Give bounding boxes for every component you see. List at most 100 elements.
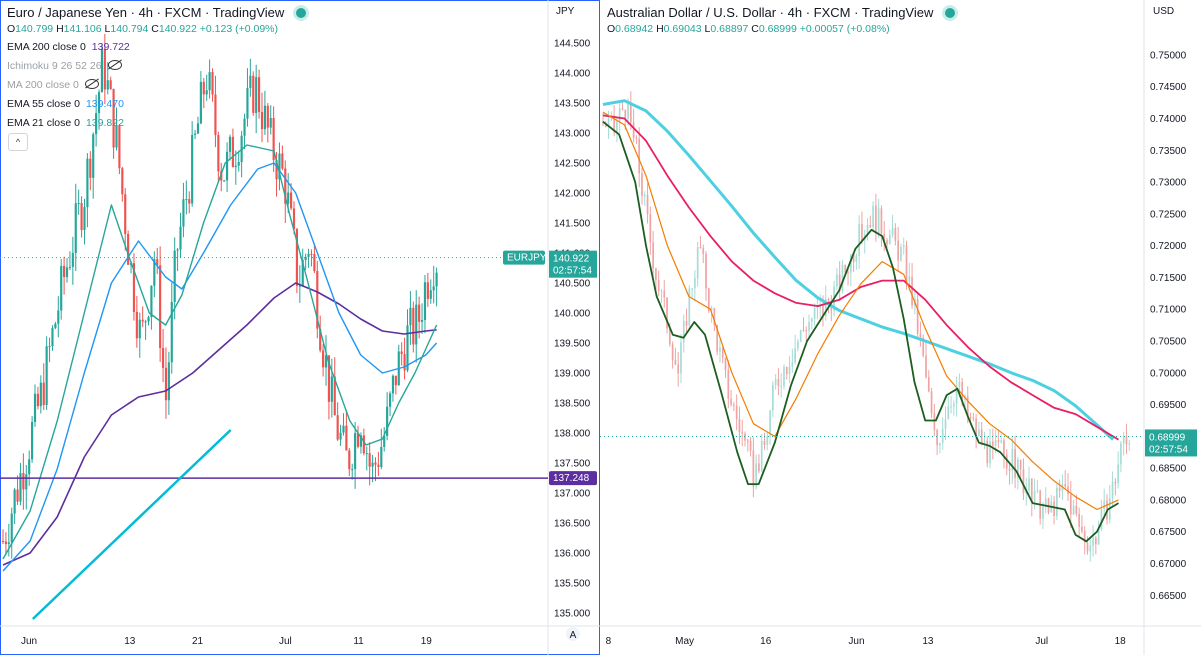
audusd-chart[interactable]: 0.665000.670000.675000.680000.685000.690…	[600, 0, 1201, 655]
candle	[838, 274, 841, 291]
indicator-ma200[interactable]: MA 200 close 0	[7, 79, 99, 91]
price-tick-label: 0.68500	[1150, 464, 1187, 475]
candle	[741, 432, 744, 434]
ema200-line	[2, 282, 437, 566]
candle	[22, 473, 25, 490]
candle	[1003, 440, 1005, 455]
candle	[635, 137, 638, 139]
hidden-eye-icon[interactable]	[107, 60, 122, 70]
eurjpy-chart-pane[interactable]: 135.000 135.500 136.000 136.500 137.000 137.5…	[0, 0, 600, 655]
timeframe[interactable]: 4h	[787, 5, 803, 20]
candle	[822, 304, 824, 316]
candle	[406, 325, 409, 371]
candle	[688, 288, 691, 326]
candle	[418, 304, 421, 322]
candle	[127, 233, 130, 265]
candle	[797, 341, 799, 349]
candle	[354, 433, 357, 470]
candle	[150, 285, 153, 318]
timeframe[interactable]: 4h	[138, 5, 154, 20]
indicator-ema200[interactable]: EMA 200 close 0 139.722	[7, 41, 130, 53]
ema21-line	[2, 144, 438, 560]
candle	[939, 442, 941, 446]
candle	[272, 117, 275, 161]
candle	[80, 203, 83, 231]
candle	[1044, 498, 1047, 507]
candle	[997, 440, 1000, 443]
candle	[847, 272, 849, 274]
indicator-ichimoku[interactable]: Ichimoku 9 26 52 26	[7, 60, 122, 72]
candle	[365, 453, 368, 455]
candle	[607, 118, 610, 127]
candle	[164, 367, 168, 401]
candle	[710, 308, 713, 311]
candle	[374, 462, 377, 465]
candle	[237, 162, 240, 166]
candle	[668, 328, 671, 345]
candle	[655, 268, 657, 281]
symbol-title[interactable]: Australian Dollar / U.S. Dollar	[607, 5, 777, 20]
candle	[727, 370, 730, 399]
candle	[391, 375, 395, 394]
source: FXCM	[164, 5, 202, 20]
eurjpy-chart[interactable]: 135.000 135.500 136.000 136.500 137.000 137.5…	[0, 0, 600, 655]
candle	[269, 117, 272, 128]
market-open-icon	[945, 8, 955, 18]
time-tick-label: Jul	[1035, 636, 1048, 647]
candle	[284, 168, 287, 204]
candle	[167, 362, 170, 401]
currency-label: JPY	[556, 6, 575, 17]
candle	[1089, 545, 1092, 552]
candle	[749, 440, 752, 451]
candle	[368, 453, 371, 467]
candle	[785, 366, 788, 375]
candle	[243, 118, 246, 136]
candle	[429, 290, 432, 299]
candle	[60, 265, 63, 311]
candle	[624, 109, 627, 119]
candle	[301, 259, 304, 286]
candle	[758, 463, 760, 472]
candle	[994, 440, 997, 446]
eurjpy-header: Euro / Japanese Yen · 4h · FXCM · Tradin…	[7, 5, 306, 20]
brand: TradingView	[212, 5, 285, 20]
time-tick-label: Jun	[21, 636, 37, 647]
candle	[1117, 464, 1119, 484]
candle	[92, 134, 95, 178]
audusd-chart-pane[interactable]: 0.665000.670000.675000.680000.685000.690…	[600, 0, 1201, 655]
candle	[412, 307, 415, 345]
candle	[766, 436, 769, 446]
candle	[869, 225, 872, 228]
candle	[841, 264, 844, 291]
candle	[813, 308, 816, 319]
hidden-eye-icon[interactable]	[84, 79, 99, 89]
candle	[19, 473, 22, 502]
indicator-ema21[interactable]: EMA 21 close 0 139.822	[7, 117, 124, 129]
candle	[211, 72, 214, 95]
countdown-tag: 02:57:54	[553, 266, 592, 277]
candle	[802, 329, 805, 331]
price-tick-label: 143.000	[554, 129, 591, 140]
candle	[966, 396, 969, 417]
candle	[77, 203, 80, 205]
candle	[351, 469, 354, 471]
candle	[403, 354, 406, 371]
candle	[193, 133, 197, 135]
collapse-legend-button[interactable]: ^	[8, 133, 28, 151]
candle	[89, 158, 92, 178]
candle	[613, 115, 615, 133]
candle	[886, 240, 888, 245]
time-tick-label: 16	[760, 636, 772, 647]
candle	[674, 360, 677, 365]
price-tick-label: 0.69500	[1150, 400, 1187, 411]
candle	[788, 366, 791, 375]
price-tick-label: 137.500	[554, 459, 591, 470]
candle	[621, 108, 624, 110]
auto-scale-button: A	[570, 630, 577, 641]
candle	[682, 320, 685, 343]
candle	[666, 297, 668, 329]
price-tick-label: 0.73000	[1150, 178, 1187, 189]
indicator-ema55[interactable]: EMA 55 close 0 139.470	[7, 98, 124, 110]
candle	[986, 440, 989, 464]
symbol-title[interactable]: Euro / Japanese Yen	[7, 5, 127, 20]
